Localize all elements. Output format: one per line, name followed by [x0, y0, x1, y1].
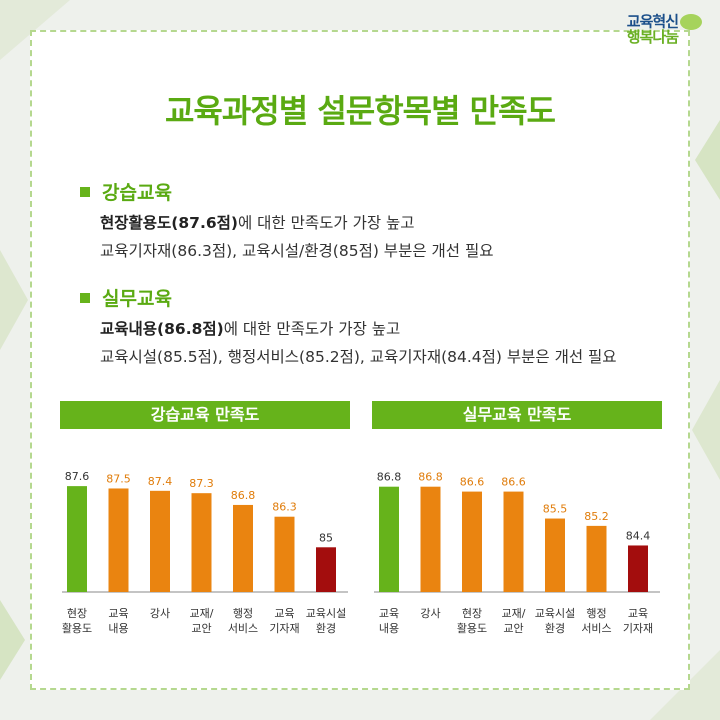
summary-section-practical: 실무교육 교육내용(86.8점)에 대한 만족도가 가장 높고 교육시설(85.…: [80, 284, 617, 367]
bar: [462, 491, 482, 592]
bar: [545, 518, 565, 592]
summary-line-2: 교육기자재(86.3점), 교육시설/환경(85점) 부분은 개선 필요: [100, 242, 494, 260]
summary-section-training: 강습교육 현장활용도(87.6점)에 대한 만족도가 가장 높고 교육기자재(8…: [80, 178, 493, 261]
bar: [420, 486, 441, 592]
logo-text-2: 행복나눔: [626, 28, 679, 46]
category-label: 기자재: [269, 622, 299, 635]
value-label: 86.8: [231, 489, 256, 502]
highlight-text: 교육내용(86.8점): [100, 320, 224, 338]
bar: [379, 486, 399, 592]
category-label: 교육: [379, 607, 399, 620]
category-label: 내용: [379, 622, 399, 635]
highlight-text: 현장활용도(87.6점): [100, 214, 238, 232]
bar: [274, 516, 295, 592]
category-label: 교육시설: [535, 607, 575, 620]
category-label: 현장: [462, 607, 482, 620]
value-label: 86.8: [377, 471, 402, 484]
bullet-square: [80, 186, 90, 197]
bar: [316, 547, 336, 592]
value-label: 86.6: [501, 476, 526, 489]
bar-chart-practical: 86.8 교육내용 86.8 강사 86.6 현장활용도 86.6 교재/교안 85.5 교육시설…: [374, 471, 660, 635]
category-label: 강사: [150, 607, 170, 620]
value-label: 87.4: [148, 475, 173, 488]
category-label: 행정: [586, 607, 606, 620]
value-label: 85.5: [543, 503, 568, 516]
line-rest: 에 대한 만족도가 가장 높고: [223, 320, 401, 338]
chart-title-practical: 실무교육 만족도: [372, 401, 662, 429]
bar: [191, 493, 212, 592]
value-label: 86.8: [418, 471, 443, 484]
value-label: 87.5: [106, 472, 131, 485]
category-label: 교재/: [190, 607, 214, 620]
bar: [67, 486, 87, 592]
bar: [503, 491, 524, 592]
summary-line-2: 교육시설(85.5점), 행정서비스(85.2점), 교육기자재(84.4점) …: [100, 348, 617, 366]
category-label: 교육: [108, 607, 128, 620]
bullet-square: [80, 292, 90, 303]
brand-logo: 교육혁신 행복나눔: [627, 14, 702, 45]
bar: [586, 525, 607, 592]
value-label: 86.6: [460, 476, 485, 489]
value-label: 85: [319, 531, 333, 544]
summary-line-1: 현장활용도(87.6점)에 대한 만족도가 가장 높고: [100, 211, 493, 233]
category-label: 교안: [191, 622, 211, 635]
section-name: 강습교육: [102, 182, 172, 204]
page-title: 교육과정별 설문항목별 만족도: [164, 92, 556, 130]
logo-emblem: [680, 14, 702, 30]
value-label: 85.2: [584, 510, 609, 523]
logo-text-1: 교육혁신: [626, 12, 679, 31]
category-label: 내용: [108, 622, 128, 635]
chart-title-training: 강습교육 만족도: [60, 401, 350, 429]
category-label: 서비스: [581, 622, 611, 635]
summary-line-1: 교육내용(86.8점)에 대한 만족도가 가장 높고: [100, 317, 617, 339]
category-label: 교안: [503, 622, 523, 635]
section-name: 실무교육: [102, 288, 172, 310]
category-label: 강사: [420, 607, 440, 620]
line-rest: 에 대한 만족도가 가장 높고: [237, 214, 415, 232]
bar: [233, 504, 253, 592]
category-label: 교육: [628, 607, 648, 620]
category-label: 교재/: [502, 607, 526, 620]
category-label: 활용도: [457, 621, 487, 635]
bar: [108, 488, 129, 592]
bar-chart-training: 87.6 현장활용도 87.5 교육내용 87.4 강사 87.3 교재/교안 86.8 행정서비…: [62, 470, 348, 635]
value-label: 84.4: [626, 529, 651, 542]
category-label: 환경: [316, 622, 336, 635]
value-label: 87.6: [65, 470, 90, 483]
category-label: 현장: [67, 607, 87, 620]
category-label: 교육: [274, 607, 294, 620]
category-label: 교육시설: [306, 607, 346, 620]
category-label: 행정: [233, 607, 253, 620]
value-label: 87.3: [189, 477, 214, 490]
bar: [150, 490, 170, 592]
value-label: 86.3: [272, 501, 297, 514]
category-label: 환경: [545, 622, 565, 635]
bar: [628, 545, 648, 592]
content-card: [30, 30, 690, 690]
category-label: 활용도: [62, 621, 92, 635]
category-label: 서비스: [228, 622, 258, 635]
category-label: 기자재: [623, 622, 653, 635]
